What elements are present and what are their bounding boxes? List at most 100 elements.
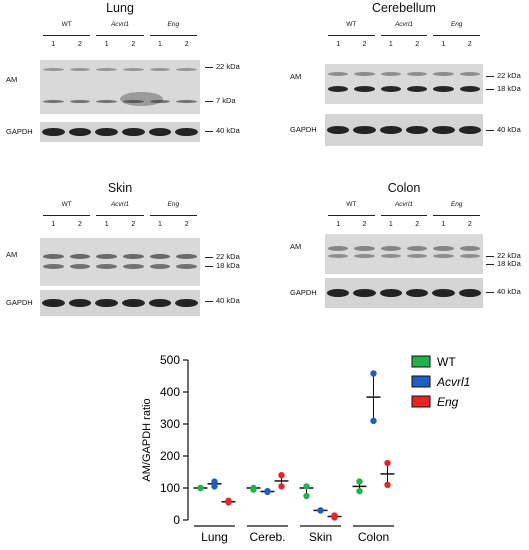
lung-group-underline	[149, 35, 197, 36]
data-point	[225, 497, 232, 504]
cerebellum-gapdh-band	[327, 126, 350, 134]
skin-am-band	[69, 254, 91, 259]
cerebellum-marker-tick	[486, 76, 494, 77]
skin-group-label: Acvrl1	[110, 201, 130, 208]
skin-am-band	[43, 264, 64, 269]
y-tick-label: 400	[160, 385, 180, 399]
colon-am-band	[459, 254, 480, 258]
data-point	[211, 483, 218, 490]
colon-am-band	[354, 254, 375, 258]
am-gapdh-ratio-chart: 0 100 200 300 400 500 AM/GAPDH ratio Lung Cereb.…	[141, 353, 470, 544]
data-point	[197, 484, 204, 492]
skin-gapdh-band	[95, 299, 118, 307]
data-point	[303, 483, 310, 490]
colon-gapdh-label: GAPDH	[290, 288, 317, 297]
cerebellum-marker-tick	[486, 130, 494, 131]
lung-marker-tick	[205, 101, 213, 102]
legend-swatch	[411, 395, 431, 408]
data-point	[264, 488, 271, 495]
skin-am-band	[149, 264, 171, 269]
colon-gapdh-band	[327, 289, 350, 297]
legend-label: Eng	[437, 395, 459, 409]
skin-group-underline	[43, 215, 91, 216]
cerebellum-am-band	[328, 86, 349, 92]
cerebellum-group-underline	[433, 35, 480, 36]
skin-gapdh-marker: 40 kDa	[216, 296, 240, 305]
lung-panel-title: Lung	[106, 1, 134, 15]
lung-lane-number: 1	[158, 41, 162, 48]
cerebellum-am-marker: 22 kDa	[497, 71, 521, 80]
lung-am-band	[176, 68, 197, 71]
cerebellum-gapdh-band	[458, 126, 481, 134]
skin-am-band	[43, 254, 64, 259]
skin-gapdh-band	[68, 299, 92, 307]
skin-lane-number: 1	[104, 221, 109, 228]
skin-group-underline	[96, 215, 144, 216]
skin-am-band	[176, 264, 197, 269]
lung-am-blot	[40, 60, 200, 114]
cerebellum-am-band	[354, 72, 375, 76]
cerebellum-lane-number: 1	[388, 41, 393, 48]
lung-group-label: WT	[61, 21, 72, 28]
colon-panel-title: Colon	[387, 181, 421, 195]
skin-marker-tick	[205, 266, 213, 267]
skin-panel-title: Skin	[107, 181, 133, 195]
cerebellum-lane-number: 2	[467, 41, 472, 48]
lung-am-band	[176, 100, 197, 103]
cerebellum-gapdh-label: GAPDH	[290, 125, 317, 134]
colon-gapdh-blot	[325, 278, 483, 308]
colon-am-band	[380, 246, 401, 251]
colon-lane-number: 1	[441, 221, 446, 228]
data-point	[384, 481, 391, 488]
skin-lane-number: 2	[184, 221, 189, 228]
skin-lane-number: 1	[51, 221, 56, 228]
skin-am-band	[123, 254, 144, 259]
colon-group-label: WT	[346, 201, 357, 208]
colon-am-band	[407, 254, 428, 258]
lung-am-band	[69, 100, 91, 103]
colon-gapdh-marker: 40 kDa	[497, 287, 521, 296]
cerebellum-am-band	[459, 72, 480, 76]
data-point	[370, 417, 377, 424]
data-point	[211, 478, 218, 485]
data-point	[317, 507, 324, 514]
cerebellum-group-label: Eng	[450, 21, 463, 28]
cerebellum-lane-number: 1	[336, 41, 341, 48]
lung-marker-tick	[205, 67, 213, 68]
colon-gapdh-band	[406, 289, 429, 297]
lung-gapdh-band	[68, 128, 92, 136]
colon-group-label: Eng	[450, 201, 463, 208]
colon-am-band	[459, 246, 480, 251]
y-tick-label: 300	[160, 417, 180, 431]
cerebellum-lane-number: 1	[441, 41, 446, 48]
cerebellum-lane-number: 2	[362, 41, 367, 48]
x-tick-label: Colon	[358, 530, 389, 544]
lung-marker-tick	[205, 131, 213, 132]
cerebellum-group-label: Acvrl1	[394, 21, 414, 28]
skin-am-marker: 22 kDa	[216, 252, 240, 261]
lung-group-label: Eng	[167, 21, 180, 28]
colon-am-band	[328, 246, 349, 251]
colon-gapdh-band	[353, 289, 376, 297]
data-point	[278, 472, 285, 479]
skin-group-label: Eng	[167, 201, 180, 208]
lung-am-marker: 7 kDa	[216, 96, 236, 105]
lung-lane-number: 1	[104, 41, 109, 48]
colon-am-band	[407, 246, 428, 251]
lung-am-band	[96, 100, 117, 103]
lung-am-marker: 22 kDa	[216, 62, 240, 71]
y-axis-label: AM/GAPDH ratio	[141, 398, 153, 481]
y-tick-label: 500	[160, 353, 180, 367]
colon-am-band	[433, 246, 454, 251]
legend-swatch	[411, 375, 431, 388]
data-point	[370, 370, 377, 377]
data-point	[384, 459, 391, 467]
cerebellum-am-band	[433, 86, 454, 92]
lung-gapdh-marker: 40 kDa	[216, 126, 240, 135]
colon-lane-number: 2	[415, 221, 420, 228]
colon-lane-number: 2	[467, 221, 472, 228]
x-tick-label: Lung	[201, 530, 228, 544]
skin-marker-tick	[205, 257, 213, 258]
colon-am-blot	[325, 234, 483, 274]
cerebellum-panel-title: Cerebellum	[372, 1, 436, 15]
